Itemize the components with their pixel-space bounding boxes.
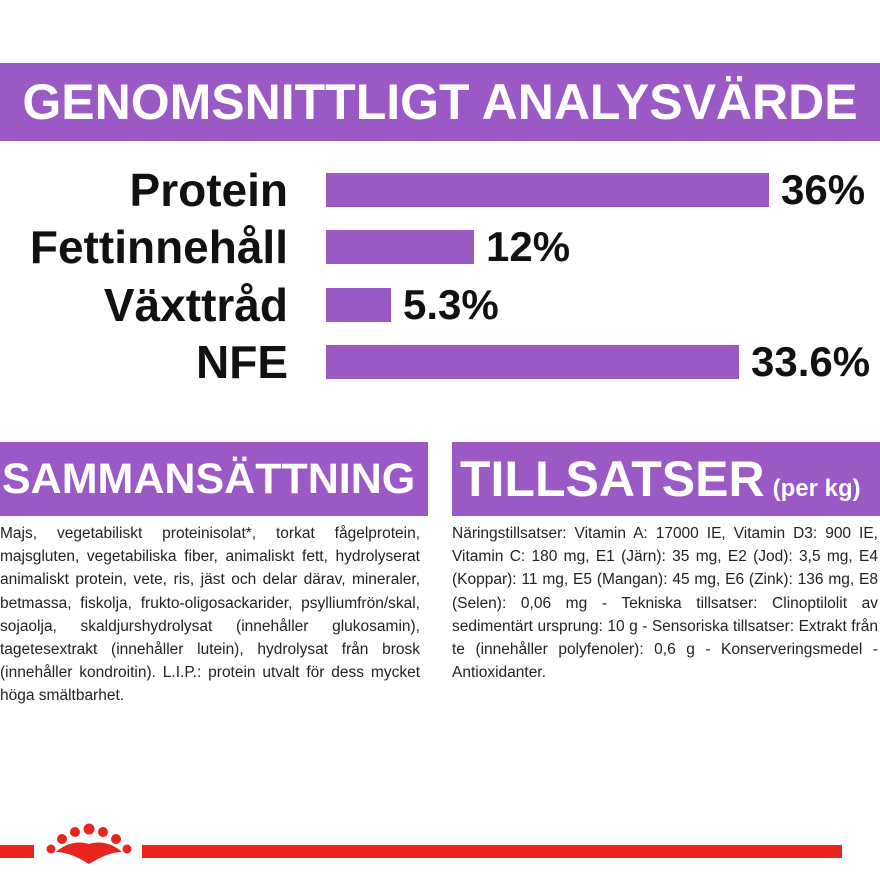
row-label: Växttråd bbox=[103, 279, 288, 331]
footer-line bbox=[142, 845, 842, 858]
bar-value: 33.6% bbox=[751, 338, 871, 385]
banner-title: GENOMSNITTLIGT ANALYSVÄRDE bbox=[22, 74, 858, 130]
analysis-banner: GENOMSNITTLIGT ANALYSVÄRDE bbox=[0, 63, 880, 141]
analysis-bar bbox=[326, 345, 739, 379]
composition-header: SAMMANSÄTTNING bbox=[0, 442, 428, 516]
analysis-row-fat: Fettinnehåll 12% bbox=[0, 219, 880, 275]
analysis-row-fiber: Växttråd 5.3% bbox=[0, 277, 880, 333]
composition-title: SAMMANSÄTTNING bbox=[2, 455, 416, 503]
additives-subtitle: (per kg) bbox=[772, 475, 861, 502]
footer-line-left bbox=[0, 845, 34, 858]
analysis-row-nfe: NFE 33.6% bbox=[0, 334, 880, 390]
royal-canin-crown-logo bbox=[46, 823, 132, 864]
analysis-bar bbox=[326, 230, 474, 264]
composition-text: Majs, vegetabiliskt proteinisolat*, tork… bbox=[0, 525, 420, 705]
row-label: Fettinnehåll bbox=[29, 221, 288, 273]
row-label: Protein bbox=[129, 164, 288, 216]
additives-title-wrap: TILLSATSER (per kg) bbox=[460, 442, 861, 516]
additives-title: TILLSATSER bbox=[460, 451, 765, 507]
additives-header: TILLSATSER (per kg) bbox=[452, 442, 880, 516]
analysis-row-protein: Protein 36% bbox=[0, 162, 880, 218]
analysis-bar bbox=[326, 173, 769, 207]
row-label: NFE bbox=[196, 336, 288, 388]
bar-value: 5.3% bbox=[403, 281, 499, 328]
bar-value: 36% bbox=[781, 166, 866, 213]
bar-value: 12% bbox=[486, 223, 571, 270]
additives-text: Näringstillsatser: Vitamin A: 17000 IE, … bbox=[452, 525, 878, 682]
analysis-bar bbox=[326, 288, 391, 322]
